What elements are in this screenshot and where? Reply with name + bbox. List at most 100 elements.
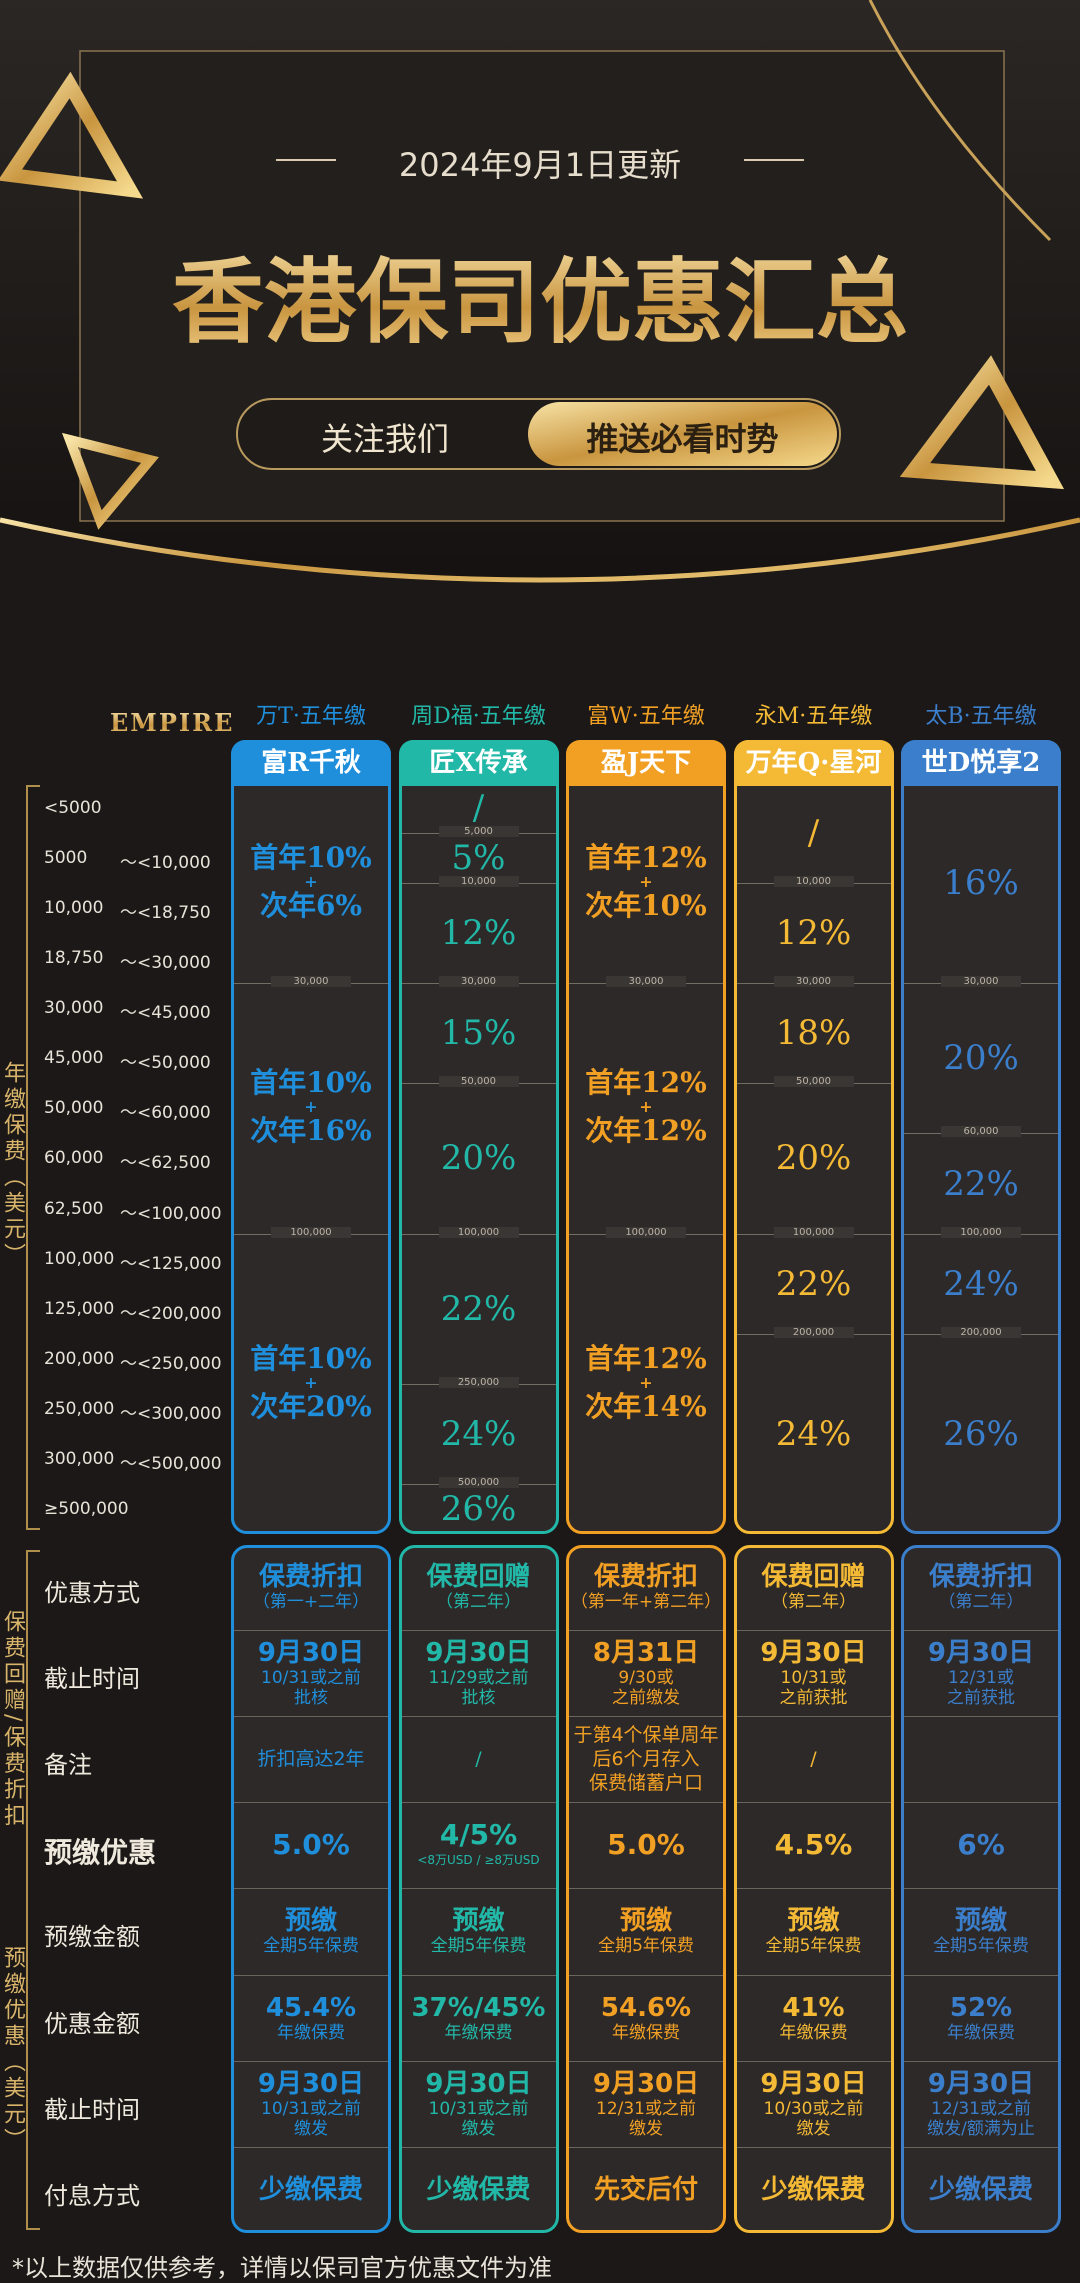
offer-box [566, 1545, 726, 2233]
tier-rate: 首年10% [250, 1341, 372, 1375]
tier-threshold: 50,000 [773, 1076, 854, 1088]
offer-text: 10/31或之前 [261, 1668, 361, 1689]
logo: EMPIRE [110, 708, 235, 737]
offer-text: 11/29或之前 [428, 1668, 529, 1689]
offer-text: 少缴保费 [928, 2174, 1033, 2205]
offer-text: 保费储蓄户口 [588, 1772, 703, 1795]
row-line [736, 1974, 891, 1976]
tier-rate: 15% [440, 1013, 517, 1054]
offer-text: 10/30或之前 [763, 2098, 864, 2119]
tier-threshold: 60,000 [941, 1126, 1021, 1138]
row-label: 优惠金额 [44, 2009, 140, 2038]
offer-text: 年缴保费 [947, 2022, 1015, 2043]
row-line [736, 2060, 891, 2062]
footnote: *以上数据仅供参考，详情以保司官方优惠文件为准 [12, 2254, 552, 2282]
offer-text: 之前获批 [779, 1688, 848, 1709]
offer-text: 9月30日 [927, 2068, 1035, 2099]
tier-rate: 20% [440, 1138, 517, 1179]
offer-text: 10/31或 [780, 1668, 847, 1689]
offer-text: 9月30日 [257, 2068, 365, 2099]
plan-name: 周D福·五年缴 [411, 704, 546, 729]
offer-text: 年缴保费 [779, 2022, 848, 2043]
offer-text: 12/31或之前 [596, 2098, 696, 2119]
offer-text: 缴发 [461, 2118, 496, 2139]
tier-threshold: 100,000 [271, 1226, 351, 1238]
offer-text: （第二年） [938, 1592, 1024, 1612]
range-from: 30,000 [44, 998, 104, 1019]
tier-threshold: 5,000 [438, 826, 519, 838]
offer-text: 8月31日 [592, 1638, 700, 1669]
row-label: 优惠方式 [44, 1579, 140, 1607]
offer-text: 保费折扣 [258, 1562, 363, 1592]
tier-rate: + [639, 1372, 653, 1392]
offer-box [901, 1545, 1061, 2233]
plan-name: 富W·五年缴 [587, 704, 705, 729]
offer-text: 全期5年保费 [430, 1936, 527, 1957]
row-line [736, 2146, 891, 2148]
offer-text: 9月30日 [927, 1638, 1035, 1669]
tier-rate: 26% [943, 1413, 1019, 1454]
offer-text: 少缴保费 [761, 2174, 866, 2205]
offer-text: 全期5年保费 [765, 1936, 862, 1957]
offer-text: 4/5% [439, 1818, 518, 1852]
offer-text: 批核 [294, 1688, 328, 1709]
tier-threshold: 100,000 [438, 1226, 519, 1238]
offer-text: （第一+二年） [252, 1592, 370, 1612]
tier-rate: + [639, 872, 653, 892]
row-line [904, 2146, 1058, 2148]
tier-threshold: 30,000 [606, 976, 686, 988]
plan-name: 万T·五年缴 [256, 704, 366, 729]
offer-text: 于第4个保单周年 [573, 1724, 719, 1747]
tier-rate: / [472, 788, 485, 828]
offer-text: / [475, 1748, 482, 1771]
range-from: 60,000 [44, 1148, 104, 1169]
tier-rate: 20% [775, 1138, 852, 1179]
side-label: 年缴保费（美元） [0, 1061, 25, 1269]
range-from: 45,000 [44, 1048, 104, 1069]
range-to: ～<45,000 [120, 1003, 211, 1024]
offer-text: 全期5年保费 [598, 1936, 694, 1957]
range-to: ～<100,000 [120, 1203, 222, 1224]
range-to: ～<200,000 [120, 1303, 222, 1324]
tier-rate: 次年16% [250, 1114, 372, 1148]
tier-rate: 5% [451, 838, 506, 879]
range-to: ～<300,000 [120, 1403, 222, 1424]
row-label: 付息方式 [44, 2181, 140, 2210]
offer-text: 预缴 [787, 1906, 840, 1937]
row-line [401, 2060, 556, 2062]
tier-rate: + [304, 1372, 318, 1392]
row-label: 备注 [44, 1751, 92, 1780]
row-line [736, 1802, 891, 1804]
offer-text: 9月30日 [760, 1638, 867, 1669]
range-from: 100,000 [44, 1248, 115, 1269]
row-label: 截止时间 [44, 1665, 140, 1694]
row-line [234, 1974, 388, 1976]
row-line [904, 2060, 1058, 2062]
row-line [234, 2146, 388, 2148]
offer-text: 保费折扣 [928, 1562, 1033, 1592]
tier-rate: / [807, 813, 820, 854]
range-to: ～<500,000 [120, 1453, 222, 1474]
tier-rate: 12% [775, 913, 852, 954]
product-name: 万年Q·星河 [733, 740, 894, 786]
offer-text: 41% [782, 1992, 845, 2023]
product-name: 匠X传承 [398, 740, 559, 786]
product-name: 富R千秋 [231, 740, 391, 786]
tier-rate: 22% [943, 1163, 1019, 1204]
tier-threshold: 30,000 [438, 976, 519, 988]
tier-rate: 次年14% [585, 1389, 707, 1423]
tier-rate: + [304, 872, 318, 892]
product-name: 盈J天下 [566, 740, 726, 786]
offer-text: 缴发 [629, 2118, 663, 2139]
button: 推送必看时势 [586, 420, 779, 458]
tier-rate: 12% [440, 913, 517, 954]
offer-text: 预缴 [452, 1906, 505, 1937]
row-line [904, 1802, 1058, 1804]
row-label: 预缴优惠 [44, 1836, 157, 1870]
offer-text: 全期5年保费 [263, 1936, 359, 1957]
tier-rate: 首年12% [585, 1066, 707, 1100]
row-line [569, 2146, 723, 2148]
tier-rate: 20% [943, 1038, 1019, 1079]
row-line [401, 1802, 556, 1804]
offer-text: 54.6% [600, 1992, 692, 2023]
